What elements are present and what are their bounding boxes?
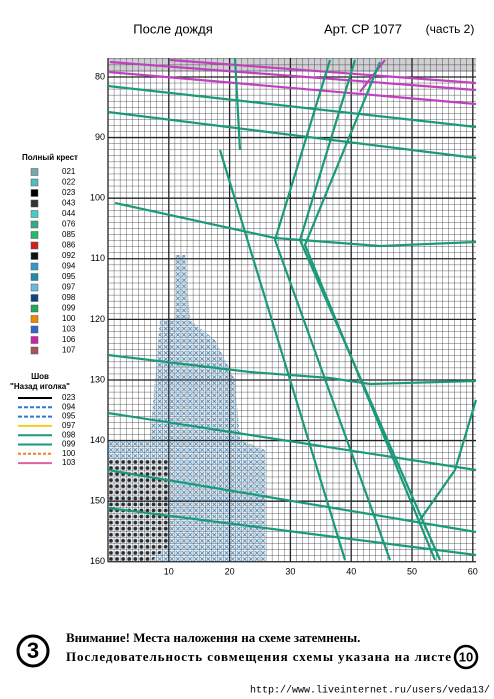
stitch-code: 103 <box>62 458 76 467</box>
legend-symbol <box>30 168 39 176</box>
legend-code: 095 <box>62 272 76 281</box>
stitch-subtitle: "Назад иголка" <box>10 382 70 391</box>
row-label: 160 <box>90 556 105 566</box>
green-line <box>107 110 477 160</box>
stitch-code: 099 <box>62 440 76 449</box>
legend-code: 021 <box>62 167 76 176</box>
legend-symbol <box>30 241 39 250</box>
legend-symbol <box>30 325 39 334</box>
header-part: (часть 2) <box>426 22 475 36</box>
page-number: 10 <box>459 649 473 664</box>
legend-code: 086 <box>62 241 76 250</box>
pink-line <box>107 70 477 106</box>
legend-code: 100 <box>62 314 76 323</box>
green-line <box>107 506 477 557</box>
legend-symbol <box>30 220 39 229</box>
legend-symbol <box>30 273 39 281</box>
stitch-code: 094 <box>62 402 76 411</box>
step-circle <box>16 634 50 668</box>
legend-code: 076 <box>62 220 76 229</box>
green-line <box>107 468 477 534</box>
legend-symbol <box>30 210 39 218</box>
row-label: 140 <box>90 435 105 445</box>
legend-symbol <box>30 231 39 239</box>
stitch-code: 098 <box>62 430 76 439</box>
legend-code: 043 <box>62 199 76 208</box>
outlines <box>107 57 478 561</box>
header-article: Арт. СР 1077 <box>324 21 402 36</box>
col-label: 30 <box>285 566 295 576</box>
col-label: 40 <box>346 566 356 576</box>
legend-symbol <box>30 315 39 323</box>
stitch-code: 100 <box>62 449 76 458</box>
notice-line: Последовательность совмещения схемы указ… <box>66 649 451 664</box>
legend-symbol <box>30 304 39 313</box>
col-label: 60 <box>468 566 478 576</box>
watermark: http://www.liveinternet.ru/users/veda13/ <box>250 685 490 697</box>
axis-labels: 80 90 100 110 120 130 140 150 160 10 20 30 40 50 60 <box>90 71 478 576</box>
row-label: 90 <box>95 132 105 142</box>
legend-code: 103 <box>62 325 76 334</box>
legend-title: Полный крест <box>22 153 78 162</box>
legend-code: 023 <box>62 188 76 197</box>
legend-code: 085 <box>62 230 76 239</box>
row-label: 120 <box>90 314 105 324</box>
green-line <box>107 411 477 472</box>
legend-symbol <box>30 189 39 197</box>
legend-code: 107 <box>62 346 76 355</box>
page-circle <box>453 644 479 670</box>
legend-symbol <box>30 336 39 344</box>
stitch-code: 023 <box>62 393 76 402</box>
legend-symbol <box>30 252 39 260</box>
row-label: 130 <box>90 374 105 384</box>
step-number: 3 <box>27 638 39 663</box>
row-label: 150 <box>90 496 105 506</box>
legend-code: 022 <box>62 178 76 187</box>
legend-code: 044 <box>62 209 76 218</box>
legend-symbol <box>30 199 39 208</box>
green-line <box>233 57 242 151</box>
green-line <box>419 399 478 521</box>
row-label: 110 <box>91 253 105 263</box>
green-line <box>107 84 477 129</box>
green-line <box>107 353 477 386</box>
legend-symbol <box>30 262 39 271</box>
stitch-title: Шов <box>31 372 49 381</box>
col-label: 20 <box>225 566 235 576</box>
legend-code: 098 <box>62 293 76 302</box>
pink-line <box>109 60 477 92</box>
pink-line <box>359 59 386 93</box>
green-line <box>303 61 437 561</box>
col-label: 50 <box>407 566 417 576</box>
legend-code: 097 <box>62 283 76 292</box>
header-title: После дождя <box>133 21 213 36</box>
legend-code: 092 <box>62 251 76 260</box>
col-label: 10 <box>164 566 174 576</box>
legend-symbol <box>30 346 39 355</box>
stitch-code: 095 <box>62 412 76 421</box>
green-line <box>218 149 347 561</box>
row-label: 80 <box>95 71 105 81</box>
legend-code: 099 <box>62 304 76 313</box>
row-label: 100 <box>90 193 105 203</box>
green-line <box>298 59 442 561</box>
legend-code: 094 <box>62 262 76 271</box>
pink-line <box>169 58 477 85</box>
legend-symbol <box>30 294 39 302</box>
legend-symbol <box>30 283 39 292</box>
legend-symbol <box>30 178 39 187</box>
green-line <box>273 59 392 561</box>
legend-code: 106 <box>62 335 76 344</box>
green-line <box>114 201 477 248</box>
notice-line: Внимание! Места наложения на схеме затем… <box>66 630 360 645</box>
stitch-code: 097 <box>62 421 76 430</box>
